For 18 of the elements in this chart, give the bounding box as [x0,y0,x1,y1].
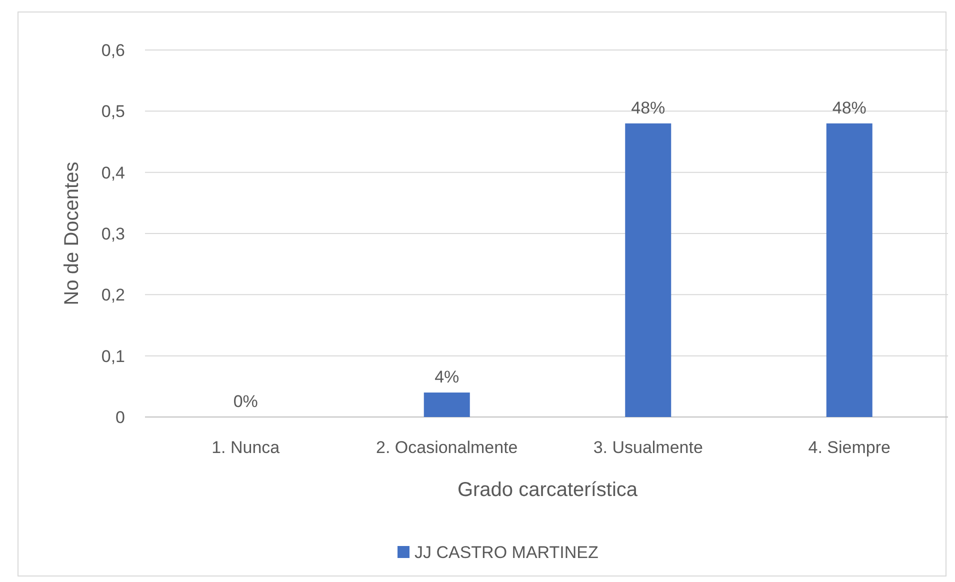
y-tick-label: 0,3 [101,224,125,244]
x-tick-label: 3. Usualmente [593,438,703,457]
data-label: 48% [832,98,866,118]
data-label: 4% [434,368,460,387]
x-tick-label: 1. Nunca [212,438,280,457]
y-axis-title: No de Docentes [61,162,83,306]
legend-label: JJ CASTRO MARTINEZ [414,542,598,562]
y-tick-label: 0,5 [101,102,125,122]
y-tick-label: 0,4 [101,163,125,182]
data-label: 48% [631,98,666,118]
y-tick-label: 0 [116,408,125,427]
data-label: 0% [233,392,258,411]
y-tick-label: 0,2 [101,286,125,305]
y-tick-label: 0,6 [101,40,125,60]
y-tick-label: 0,1 [101,346,125,366]
x-tick-label: 4. Siempre [808,438,890,457]
x-tick-label: 2. Ocasionalmente [376,438,518,457]
x-axis-title: Grado carcaterística [457,479,638,501]
